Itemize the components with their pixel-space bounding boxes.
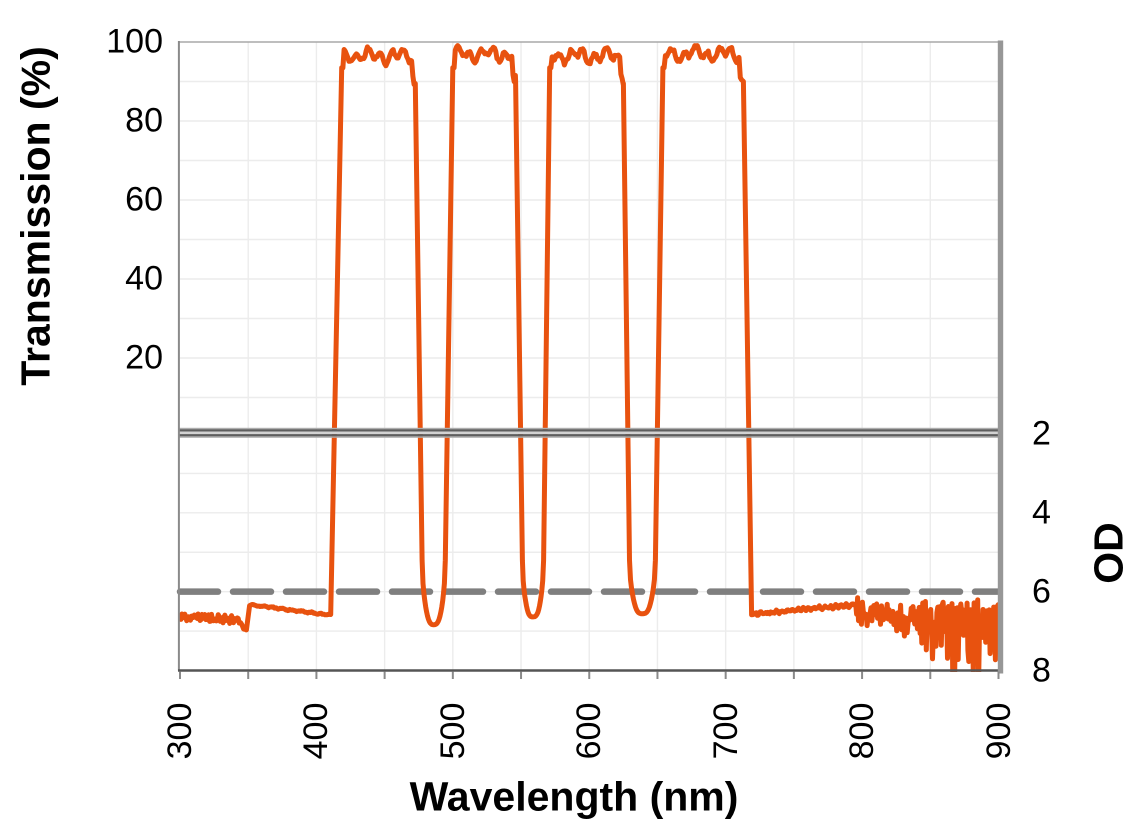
axis-break-line: [178, 434, 1003, 437]
axis-break-line: [178, 427, 1003, 430]
right-axis-tick-label: 6: [1032, 571, 1051, 610]
left-axis-tick-label: 60: [125, 180, 163, 219]
right-axis-tick-label: 4: [1032, 493, 1051, 532]
left-axis-title: Transmission (%): [12, 46, 59, 386]
filter-spectrum-curve: [178, 43, 1001, 672]
x-axis-tick-label: 500: [433, 702, 472, 760]
x-axis-tick-label: 400: [297, 702, 336, 760]
x-axis-tick-label: 800: [843, 702, 882, 760]
axis-break-line: [178, 429, 1003, 432]
plot-border-right: [997, 40, 1004, 674]
x-axis-tick-label: 300: [161, 702, 199, 760]
x-axis-title: Wavelength (nm): [409, 773, 739, 820]
left-axis-tick-label: 40: [125, 259, 163, 298]
right-axis-tick-label: 8: [1032, 650, 1051, 689]
left-axis-tick-label: 100: [106, 22, 163, 61]
right-axis-tick-label: 2: [1032, 414, 1051, 453]
x-axis-tick-label: 900: [979, 702, 1018, 760]
x-axis-tick-label: 600: [570, 702, 609, 760]
left-axis-tick-label: 20: [125, 338, 163, 377]
x-axis-tick-label: 700: [706, 702, 745, 760]
axis-break-line: [178, 431, 1003, 435]
axis-break-line: [178, 436, 1003, 438]
right-axis-title: OD: [1085, 522, 1132, 584]
left-axis-tick-label: 80: [125, 101, 163, 140]
